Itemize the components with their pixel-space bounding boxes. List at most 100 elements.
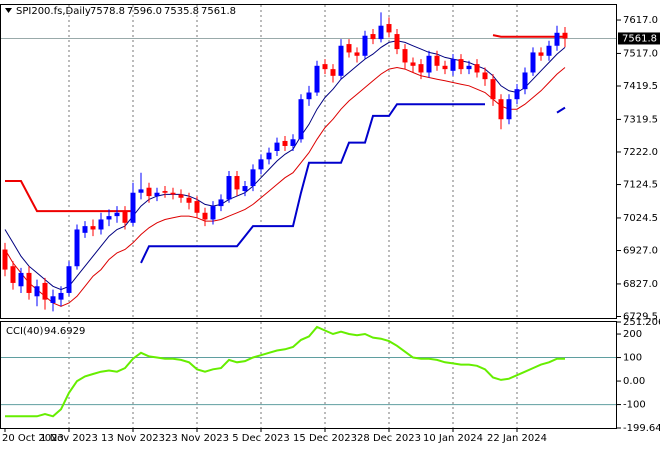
candle-body <box>490 79 496 100</box>
y-tick-label: 7319.5 <box>623 114 658 125</box>
candle-body <box>522 72 528 90</box>
candle-body <box>266 152 272 160</box>
indicator-line <box>4 40 566 291</box>
y-tick-label: 6927.0 <box>623 246 658 257</box>
candle-body <box>562 32 568 39</box>
x-tick-label: 15 Dec 2023 <box>293 433 357 444</box>
candle-body <box>354 52 360 56</box>
symbol-title: SPI200.fs,Daily <box>16 6 91 17</box>
y-tick-label: 100 <box>623 353 642 364</box>
indicator-line <box>4 66 566 307</box>
candle-body <box>226 176 232 200</box>
candle-body <box>10 266 16 283</box>
candle-body <box>362 35 368 56</box>
candle-body <box>146 187 152 197</box>
candle-body <box>154 192 160 197</box>
candle-body <box>306 92 312 100</box>
menu-arrow <box>5 8 12 13</box>
ohlc-label: 7535.8 <box>164 6 199 17</box>
y-tick-label: 7124.5 <box>623 180 658 191</box>
candle-body <box>426 55 432 73</box>
candle-body <box>282 140 288 146</box>
candle-body <box>194 201 200 213</box>
x-tick-label: 10 Jan 2024 <box>423 433 483 444</box>
candle-body <box>458 59 464 70</box>
candle-body <box>74 229 80 267</box>
candle-body <box>218 199 224 207</box>
cci-value: 94.6929 <box>44 326 85 337</box>
candle-body <box>410 62 416 66</box>
candle-body <box>466 65 472 70</box>
candle-body <box>346 44 352 53</box>
y-tick-label: 7222.0 <box>623 147 658 158</box>
y-tick-label: 200 <box>623 329 642 340</box>
candle-body <box>138 189 144 193</box>
ohlc-label: 7561.8 <box>201 6 236 17</box>
candle-body <box>482 72 488 80</box>
candle-body <box>66 266 72 293</box>
candle-body <box>530 52 536 73</box>
y-tick-label: -100 <box>623 400 646 411</box>
candle-body <box>290 139 296 146</box>
y-tick-label: -199.648 <box>623 423 660 434</box>
candle-body <box>538 52 544 56</box>
candle-body <box>418 64 424 73</box>
candle-body <box>130 192 136 223</box>
candle-body <box>378 25 384 40</box>
candle-body <box>18 272 24 287</box>
candle-body <box>82 226 88 233</box>
y-tick-label: 7024.5 <box>623 213 658 224</box>
y-tick-label: 7419.5 <box>623 81 658 92</box>
y-tick-label: 7617.0 <box>623 15 658 26</box>
y-tick-label: 0.00 <box>623 376 645 387</box>
candle-body <box>210 206 216 220</box>
candle-body <box>338 45 344 76</box>
indicator-line <box>140 103 566 264</box>
candle-body <box>514 89 520 100</box>
candle-body <box>242 186 248 192</box>
price-frame <box>0 4 617 319</box>
candle-body <box>386 24 392 33</box>
candle-body <box>98 219 104 230</box>
candle-body <box>34 286 40 297</box>
candle-body <box>274 142 280 151</box>
price-tag-label: 7561.8 <box>622 33 657 44</box>
y-tick-label: 6827.0 <box>623 279 658 290</box>
x-tick-label: 28 Dec 2023 <box>357 433 421 444</box>
candle-body <box>402 49 408 63</box>
candle-body <box>58 292 64 300</box>
candle-body <box>42 282 48 300</box>
candle-body <box>162 191 168 193</box>
candle-body <box>170 192 176 195</box>
x-tick-label: 22 Jan 2024 <box>487 433 547 444</box>
candle-body <box>50 296 56 303</box>
x-tick-label: 13 Nov 2023 <box>101 433 165 444</box>
candle-body <box>202 212 208 220</box>
candle-body <box>394 34 400 50</box>
cci-line <box>5 325 566 418</box>
candle-body <box>298 99 304 140</box>
candle-body <box>498 99 504 120</box>
candle-body <box>322 64 328 70</box>
y-tick-label: 6729.5 <box>623 311 658 322</box>
candle-body <box>474 64 480 73</box>
x-tick-label: 20 Oct 2023 <box>2 433 64 444</box>
candle-body <box>26 272 32 293</box>
candle-body <box>2 249 8 270</box>
candle-body <box>234 176 240 190</box>
price-tag <box>618 32 660 45</box>
x-tick-label: 5 Dec 2023 <box>232 433 290 444</box>
candle-body <box>122 211 128 223</box>
candle-body <box>114 212 120 217</box>
candle-body <box>554 32 560 46</box>
candle-body <box>442 65 448 70</box>
candle-body <box>258 159 264 170</box>
x-tick-label: 1 Nov 2023 <box>40 433 98 444</box>
candle-body <box>314 65 320 93</box>
candle-body <box>90 226 96 230</box>
y-tick-label: 7517.0 <box>623 48 658 59</box>
candle-body <box>330 69 336 76</box>
x-tick-label: 23 Nov 2023 <box>165 433 229 444</box>
